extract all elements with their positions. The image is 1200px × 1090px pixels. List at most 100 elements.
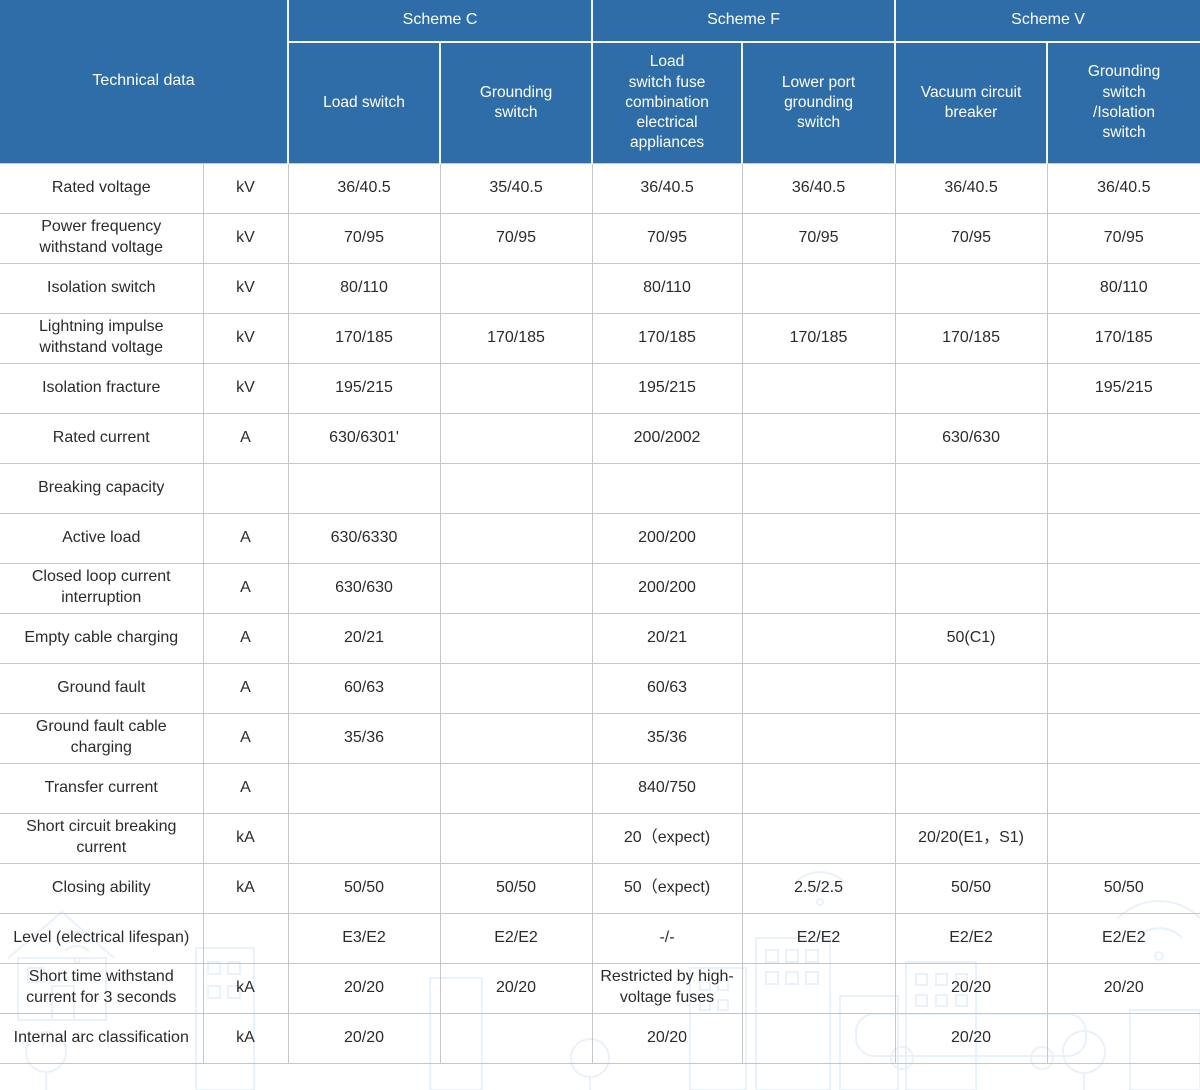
cell-value: 50/50: [894, 862, 1048, 914]
cell-value: [439, 612, 593, 664]
cell-value: E2/E2: [741, 912, 896, 964]
table-row: Lightning impulse withstand voltage kV 170…: [0, 312, 1200, 364]
cell-value: [1046, 462, 1200, 514]
cell-value: 20/20: [894, 962, 1048, 1014]
cell-value: 200/2002: [591, 412, 743, 464]
row-unit: A: [202, 762, 289, 814]
cell-value: 60/63: [591, 662, 743, 714]
cell-value: -/-: [591, 912, 743, 964]
cell-value: 50(C1): [894, 612, 1048, 664]
cell-value: [439, 562, 593, 614]
table-row: Ground fault A 60/63 60/63: [0, 662, 1200, 714]
row-label: Active load: [0, 512, 204, 564]
cell-value: 170/185: [894, 312, 1048, 364]
cell-value: 60/63: [287, 662, 441, 714]
table-row: Transfer current A 840/750: [0, 762, 1200, 814]
column-header-2: Load switch fuse combination electrical …: [591, 41, 744, 164]
column-header-4: Vacuum circuit breaker: [894, 41, 1049, 164]
table-header: Technical data Scheme C Scheme F Scheme …: [0, 0, 1200, 164]
cell-value: [439, 712, 593, 764]
scheme-f-header: Scheme F: [591, 0, 897, 43]
cell-value: 50/50: [1046, 862, 1200, 914]
cell-value: [894, 562, 1048, 614]
cell-value: 35/36: [287, 712, 441, 764]
cell-value: 170/185: [287, 312, 441, 364]
cell-value: 20/20: [894, 1012, 1048, 1064]
row-unit: A: [202, 712, 289, 764]
row-label: Short circuit breaking current: [0, 812, 204, 864]
cell-value: 80/110: [287, 262, 441, 314]
cell-value: [894, 362, 1048, 414]
cell-value: [439, 262, 593, 314]
column-header-5: Grounding switch /Isolation switch: [1046, 41, 1200, 164]
column-header-1: Grounding switch: [439, 41, 594, 164]
cell-value: [741, 562, 896, 614]
table-row: Internal arc classification kA 20/20 20/20 2…: [0, 1012, 1200, 1064]
cell-value: 195/215: [287, 362, 441, 414]
cell-value: [1046, 712, 1200, 764]
row-label: Ground fault: [0, 662, 204, 714]
cell-value: [1046, 612, 1200, 664]
cell-value: 20/20(E1，S1): [894, 812, 1048, 864]
cell-value: [439, 462, 593, 514]
scheme-c-header: Scheme C: [287, 0, 594, 43]
table-row: Closed loop current interruption A 630/630…: [0, 562, 1200, 614]
cell-value: 2.5/2.5: [741, 862, 896, 914]
cell-value: [741, 712, 896, 764]
row-unit: kA: [202, 962, 289, 1014]
cell-value: [741, 662, 896, 714]
row-label: Closed loop current interruption: [0, 562, 204, 614]
cell-value: 20/20: [287, 962, 441, 1014]
row-unit: A: [202, 662, 289, 714]
cell-value: 20/20: [439, 962, 593, 1014]
cell-value: 20/20: [591, 1012, 743, 1064]
cell-value: [741, 762, 896, 814]
technical-data-table: Technical data Scheme C Scheme F Scheme …: [0, 0, 1200, 1064]
row-label: Internal arc classification: [0, 1012, 204, 1064]
cell-value: [741, 612, 896, 664]
cell-value: 80/110: [1046, 262, 1200, 314]
row-label: Closing ability: [0, 862, 204, 914]
table-row: Ground fault cable charging A 35/36 35/36: [0, 712, 1200, 764]
row-label: Isolation switch: [0, 262, 204, 314]
cell-value: [741, 512, 896, 564]
cell-value: 36/40.5: [591, 162, 743, 214]
table-row: Closing ability kA 50/50 50/50 50（expect) 2.5…: [0, 862, 1200, 914]
cell-value: 630/630: [287, 562, 441, 614]
cell-value: [1046, 562, 1200, 614]
row-label: Rated current: [0, 412, 204, 464]
cell-value: 20/21: [287, 612, 441, 664]
table-row: Power frequency withstand voltage kV 70/95…: [0, 212, 1200, 264]
cell-value: E3/E2: [287, 912, 441, 964]
cell-value: 70/95: [894, 212, 1048, 264]
row-label: Empty cable charging: [0, 612, 204, 664]
cell-value: [439, 362, 593, 414]
table-row: Breaking capacity: [0, 462, 1200, 514]
table-row: Empty cable charging A 20/21 20/21 50(C1): [0, 612, 1200, 664]
row-label: Rated voltage: [0, 162, 204, 214]
table-row: Short time withstand current for 3 secon…: [0, 962, 1200, 1014]
cell-value: 200/200: [591, 512, 743, 564]
column-header-0: Load switch: [287, 41, 442, 164]
row-unit: kV: [202, 262, 289, 314]
cell-value: [894, 262, 1048, 314]
cell-value: 70/95: [287, 212, 441, 264]
cell-value: [287, 762, 441, 814]
cell-value: [1046, 762, 1200, 814]
cell-value: 20/21: [591, 612, 743, 664]
table-body: Rated voltage kV 36/40.5 35/40.5 36/40.5 36/4…: [0, 162, 1200, 1064]
cell-value: [287, 462, 441, 514]
row-unit: kA: [202, 812, 289, 864]
cell-value: 195/215: [591, 362, 743, 414]
cell-value: [1046, 512, 1200, 564]
cell-value: Restricted by high-voltage fuses: [591, 962, 743, 1014]
cell-value: 630/630: [894, 412, 1048, 464]
cell-value: 50/50: [287, 862, 441, 914]
cell-value: [1046, 1012, 1200, 1064]
cell-value: 20/20: [1046, 962, 1200, 1014]
cell-value: [741, 362, 896, 414]
row-unit: kV: [202, 312, 289, 364]
table-row: Active load A 630/6330 200/200: [0, 512, 1200, 564]
cell-value: [1046, 412, 1200, 464]
cell-value: [741, 462, 896, 514]
